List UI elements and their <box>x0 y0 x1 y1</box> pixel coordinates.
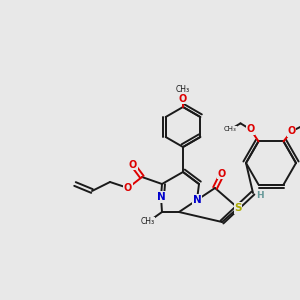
Text: CH₃: CH₃ <box>141 218 155 226</box>
Text: O: O <box>179 94 187 104</box>
Text: O: O <box>218 169 226 179</box>
Text: CH₃: CH₃ <box>176 85 190 94</box>
Text: O: O <box>246 124 255 134</box>
Text: N: N <box>157 192 165 202</box>
Text: CH₃: CH₃ <box>224 126 237 132</box>
Text: O: O <box>124 183 132 193</box>
Text: N: N <box>193 195 201 205</box>
Text: O: O <box>129 160 137 170</box>
Text: H: H <box>256 191 264 200</box>
Text: O: O <box>287 126 296 136</box>
Text: S: S <box>234 203 242 213</box>
